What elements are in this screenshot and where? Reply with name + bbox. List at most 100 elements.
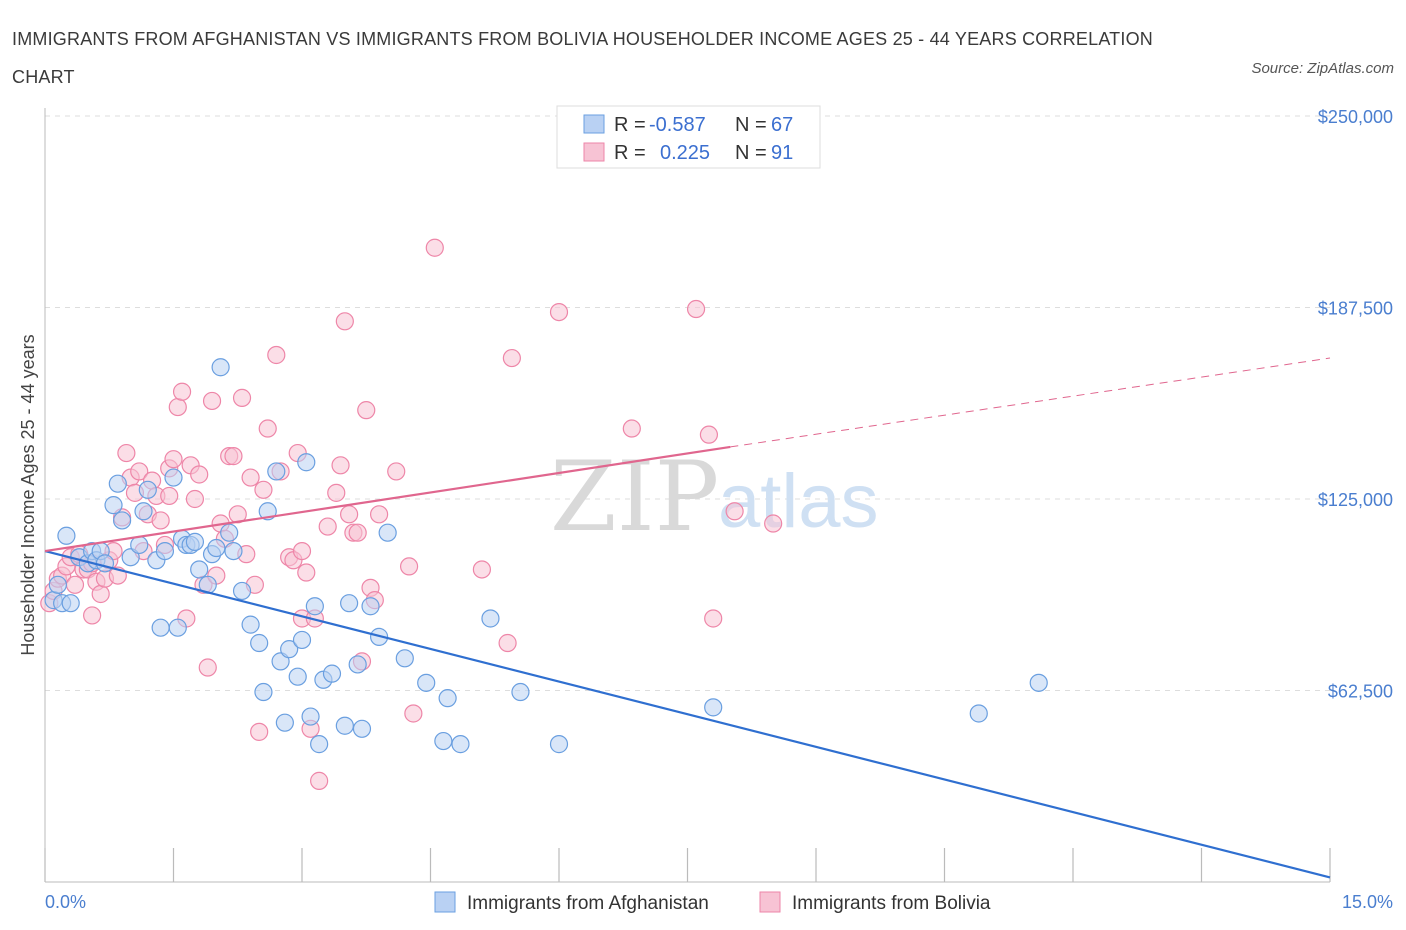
trendlines <box>44 357 1331 879</box>
point-bolivia-90 <box>348 523 367 542</box>
tick-labels: $62,500 $125,000 $187,500 $250,000 0.0% 15.0% <box>45 107 1393 912</box>
point-bolivia-71 <box>370 505 389 524</box>
legend-r-label-bolivia: R = <box>614 142 646 164</box>
chart-title: IMMIGRANTS FROM AFGHANISTAN VS IMMIGRANT… <box>12 29 1153 87</box>
point-afghanistan-32 <box>220 523 239 542</box>
point-afghanistan-43 <box>288 667 307 686</box>
point-afghanistan-17 <box>138 480 157 499</box>
point-afghanistan-33 <box>224 541 243 561</box>
legend-r-value-bolivia: 0.225 <box>660 142 710 164</box>
point-afghanistan-47 <box>305 597 324 616</box>
legend-n-value-bolivia: 91 <box>771 142 793 164</box>
point-bolivia-65 <box>340 505 359 524</box>
point-bolivia-48 <box>250 722 269 741</box>
point-bolivia-35 <box>190 465 209 484</box>
point-afghanistan-53 <box>348 655 367 674</box>
point-afghanistan-55 <box>361 597 380 616</box>
point-bolivia-46 <box>241 468 260 487</box>
legend-n-label-afghanistan: N = <box>735 114 767 136</box>
legend-swatch-afghanistan <box>583 114 605 134</box>
point-bolivia-43 <box>224 447 243 466</box>
point-bolivia-72 <box>387 462 406 481</box>
point-bolivia-81 <box>686 299 706 319</box>
point-afghanistan-15 <box>130 535 149 555</box>
point-afghanistan-51 <box>335 716 354 735</box>
point-bolivia-84 <box>725 502 744 521</box>
point-bolivia-78 <box>502 348 521 368</box>
point-afghanistan-19 <box>151 618 170 637</box>
bottom-legend-swatch-bolivia <box>759 891 781 913</box>
point-afghanistan-65 <box>549 735 569 754</box>
legend-swatch-bolivia <box>583 142 605 162</box>
trendline-bolivia-extension <box>730 357 1331 448</box>
point-afghanistan-31 <box>211 358 230 377</box>
point-bolivia-57 <box>297 563 316 582</box>
point-bolivia-31 <box>172 382 192 401</box>
point-afghanistan-64 <box>511 682 530 702</box>
point-bolivia-68 <box>357 401 376 420</box>
point-bolivia-37 <box>198 658 217 677</box>
point-afghanistan-63 <box>481 609 500 628</box>
point-bolivia-29 <box>164 450 183 469</box>
point-bolivia-12 <box>91 584 110 604</box>
bottom-legend: Immigrants from Afghanistan Immigrants f… <box>434 891 991 914</box>
point-afghanistan-26 <box>185 532 205 551</box>
point-bolivia-73 <box>399 557 419 576</box>
point-bolivia-75 <box>425 238 444 257</box>
point-afghanistan-20 <box>155 541 175 561</box>
point-bolivia-6 <box>65 575 85 594</box>
point-afghanistan-1 <box>48 575 67 594</box>
point-afghanistan-11 <box>104 496 123 515</box>
point-bolivia-85 <box>764 514 783 533</box>
point-afghanistan-37 <box>254 682 273 702</box>
point-bolivia-10 <box>83 606 102 625</box>
point-afghanistan-36 <box>250 633 269 653</box>
point-bolivia-51 <box>267 345 286 365</box>
point-afghanistan-46 <box>301 707 320 726</box>
point-bolivia-82 <box>699 425 719 444</box>
point-afghanistan-59 <box>417 673 436 692</box>
point-afghanistan-52 <box>340 594 359 613</box>
point-afghanistan-58 <box>395 649 414 668</box>
point-bolivia-76 <box>472 560 491 579</box>
point-bolivia-64 <box>335 312 354 331</box>
point-bolivia-83 <box>704 609 723 628</box>
point-afghanistan-16 <box>134 502 153 521</box>
bottom-legend-swatch-afghanistan <box>434 891 456 913</box>
legend-r-value-afghanistan: -0.587 <box>649 114 706 136</box>
y-axis-label: Householder Income Ages 25 - 44 years <box>18 334 38 655</box>
point-afghanistan-68 <box>1029 673 1048 692</box>
point-afghanistan-22 <box>168 618 187 637</box>
point-afghanistan-42 <box>280 640 299 659</box>
point-afghanistan-39 <box>267 462 286 481</box>
watermark-zip: ZIP <box>550 441 719 553</box>
point-bolivia-63 <box>331 456 350 475</box>
point-bolivia-49 <box>254 480 273 499</box>
x-tick-label-1: 15.0% <box>1342 892 1393 912</box>
point-afghanistan-4 <box>61 594 80 613</box>
watermark: ZIP atlas <box>550 441 879 553</box>
series-afghanistan-points <box>44 358 1048 754</box>
point-afghanistan-30 <box>207 538 226 558</box>
point-afghanistan-66 <box>704 698 723 717</box>
point-afghanistan-10 <box>95 554 115 573</box>
point-afghanistan-27 <box>190 560 209 579</box>
y-tick-label-3: $250,000 <box>1318 107 1393 127</box>
point-afghanistan-3 <box>57 526 76 545</box>
point-afghanistan-62 <box>451 735 470 754</box>
bottom-legend-label-afghanistan: Immigrants from Afghanistan <box>467 893 709 914</box>
y-tick-label-2: $187,500 <box>1318 299 1393 319</box>
legend-n-label-bolivia: N = <box>735 142 767 164</box>
point-afghanistan-61 <box>438 689 457 708</box>
trendline-afghanistan <box>44 550 1331 879</box>
axes <box>44 108 1331 883</box>
source-label: Source: ZipAtlas.com <box>1251 60 1394 77</box>
legend-r-label-afghanistan: R = <box>614 114 646 136</box>
point-bolivia-77 <box>498 633 517 653</box>
point-afghanistan-34 <box>232 581 252 601</box>
point-afghanistan-54 <box>352 719 372 738</box>
point-bolivia-38 <box>202 391 222 411</box>
bottom-legend-label-bolivia: Immigrants from Bolivia <box>792 893 991 914</box>
point-afghanistan-44 <box>292 630 312 650</box>
